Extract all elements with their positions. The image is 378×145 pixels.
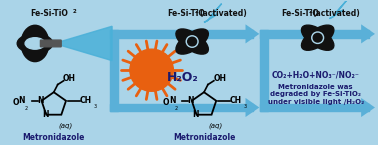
Ellipse shape (17, 34, 53, 53)
Text: 2: 2 (195, 9, 199, 14)
Text: 2: 2 (309, 9, 313, 14)
Text: 2: 2 (73, 9, 76, 14)
FancyArrow shape (246, 98, 259, 117)
Text: 2: 2 (175, 106, 178, 111)
Text: Metronidazole: Metronidazole (173, 133, 235, 142)
Text: under visible light /H₂O₂: under visible light /H₂O₂ (268, 99, 364, 105)
Text: 3: 3 (244, 104, 247, 109)
Ellipse shape (176, 29, 208, 54)
Circle shape (313, 33, 322, 42)
Text: OH: OH (213, 74, 226, 83)
FancyArrow shape (361, 24, 375, 44)
Circle shape (188, 37, 197, 46)
Text: O: O (12, 98, 19, 107)
FancyArrow shape (361, 98, 375, 117)
Text: CH: CH (230, 96, 242, 105)
Text: N: N (187, 96, 194, 105)
FancyArrow shape (246, 24, 259, 44)
Text: CH: CH (80, 96, 92, 105)
Text: N: N (37, 96, 44, 105)
Ellipse shape (302, 25, 334, 50)
Text: N: N (42, 110, 48, 119)
Text: OH: OH (63, 74, 76, 83)
Ellipse shape (25, 38, 45, 49)
Ellipse shape (21, 25, 49, 62)
Text: N: N (19, 96, 25, 105)
Polygon shape (204, 4, 222, 22)
Ellipse shape (186, 36, 198, 47)
Polygon shape (330, 0, 347, 19)
Text: 2: 2 (25, 106, 28, 111)
Text: Metronidazole was: Metronidazole was (278, 84, 353, 90)
Circle shape (130, 49, 174, 91)
Ellipse shape (302, 25, 334, 50)
Ellipse shape (312, 32, 324, 44)
Text: (aq): (aq) (59, 123, 73, 129)
Text: Fe-Si-TiO: Fe-Si-TiO (281, 9, 319, 18)
FancyBboxPatch shape (40, 40, 61, 47)
Text: Fe-Si-TiO: Fe-Si-TiO (30, 9, 68, 18)
Text: N: N (192, 110, 199, 119)
Text: 3: 3 (94, 104, 97, 109)
Text: Fe-Si-TiO: Fe-Si-TiO (167, 9, 205, 18)
Text: H₂O₂: H₂O₂ (166, 71, 198, 84)
Text: (activated): (activated) (313, 9, 361, 18)
Text: Metronidazole: Metronidazole (23, 133, 85, 142)
Ellipse shape (176, 29, 208, 54)
Text: N: N (169, 96, 175, 105)
Text: (aq): (aq) (209, 123, 223, 129)
Text: degraded by Fe-Si-TiO₂: degraded by Fe-Si-TiO₂ (270, 91, 361, 97)
Text: O: O (163, 98, 169, 107)
Polygon shape (61, 26, 112, 61)
Text: (activated): (activated) (199, 9, 247, 18)
Text: CO₂+H₂O+NO₃⁻/NO₂⁻: CO₂+H₂O+NO₃⁻/NO₂⁻ (272, 70, 359, 79)
